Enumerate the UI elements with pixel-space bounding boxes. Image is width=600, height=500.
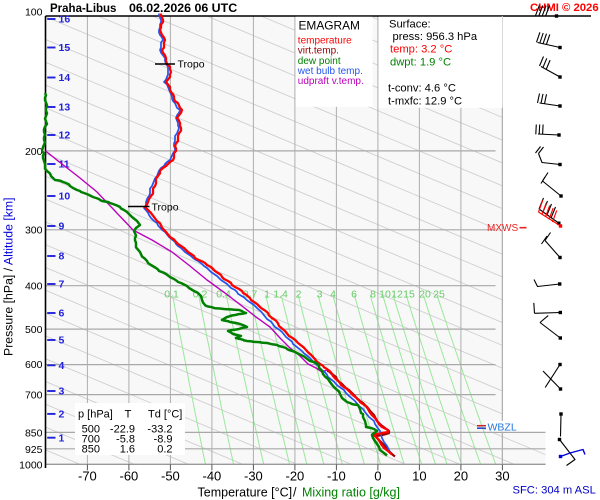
svg-text:p [hPa]: p [hPa] xyxy=(78,409,113,421)
svg-text:Pressure [hPa] / Altitude [k: Pressure [hPa] / Altitude [km] xyxy=(2,197,16,356)
svg-text:-60: -60 xyxy=(120,469,139,484)
svg-text:Tropo: Tropo xyxy=(152,202,179,214)
svg-text:100: 100 xyxy=(25,7,43,19)
svg-text:20: 20 xyxy=(419,289,431,301)
svg-text:300: 300 xyxy=(25,225,43,237)
svg-text:-33.2: -33.2 xyxy=(147,423,172,435)
svg-text:/: / xyxy=(293,486,297,500)
svg-text:1: 1 xyxy=(59,432,65,444)
svg-text:3: 3 xyxy=(59,386,65,398)
svg-text:700: 700 xyxy=(82,433,100,445)
svg-text:dwpt: 1.9 °C: dwpt: 1.9 °C xyxy=(390,57,451,69)
svg-text:1.6: 1.6 xyxy=(120,443,135,455)
svg-text:-8.9: -8.9 xyxy=(154,433,173,445)
svg-text:Praha-Libus: Praha-Libus xyxy=(50,3,116,15)
svg-text:500: 500 xyxy=(25,324,43,336)
svg-text:4: 4 xyxy=(330,289,336,301)
svg-text:WBZL: WBZL xyxy=(488,422,517,434)
svg-text:-20: -20 xyxy=(286,469,305,484)
svg-text:dew point: dew point xyxy=(298,56,341,67)
svg-text:7: 7 xyxy=(59,279,65,291)
svg-text:3: 3 xyxy=(317,289,323,301)
svg-text:2: 2 xyxy=(296,289,302,301)
svg-text:20: 20 xyxy=(454,469,468,484)
svg-text:t-mxfc: 12.9 °C: t-mxfc: 12.9 °C xyxy=(388,95,462,107)
svg-text:temperature: temperature xyxy=(298,36,352,47)
svg-text:9: 9 xyxy=(59,221,65,233)
svg-text:925: 925 xyxy=(25,444,43,456)
svg-text:25: 25 xyxy=(433,289,445,301)
svg-text:Temperature [°C]: Temperature [°C] xyxy=(198,486,293,500)
svg-text:0.2: 0.2 xyxy=(157,443,172,455)
svg-text:13: 13 xyxy=(59,102,71,114)
svg-text:0.4: 0.4 xyxy=(216,289,231,301)
svg-text:t-conv: 4.6 °C: t-conv: 4.6 °C xyxy=(388,83,456,95)
svg-text:700: 700 xyxy=(25,390,43,402)
svg-text:Td [°C]: Td [°C] xyxy=(148,409,182,421)
svg-text:T: T xyxy=(125,409,132,421)
svg-text:-22.9: -22.9 xyxy=(110,423,135,435)
svg-text:8: 8 xyxy=(370,289,376,301)
svg-text:11: 11 xyxy=(59,159,70,171)
svg-text:4: 4 xyxy=(59,360,65,372)
svg-text:press: 956.3 hPa: press: 956.3 hPa xyxy=(393,31,478,43)
svg-text:wet bulb temp.: wet bulb temp. xyxy=(297,66,363,77)
svg-text:200: 200 xyxy=(25,146,43,158)
svg-text:10: 10 xyxy=(379,289,391,301)
svg-text:virt.temp.: virt.temp. xyxy=(298,46,339,57)
svg-text:1.4: 1.4 xyxy=(273,289,288,301)
svg-text:-70: -70 xyxy=(78,469,97,484)
svg-text:5: 5 xyxy=(59,335,65,347)
svg-text:-10: -10 xyxy=(327,469,346,484)
svg-text:850: 850 xyxy=(82,443,100,455)
svg-text:10: 10 xyxy=(59,191,71,203)
svg-text:1000: 1000 xyxy=(19,459,43,471)
svg-text:850: 850 xyxy=(25,427,43,439)
svg-text:1: 1 xyxy=(264,289,270,301)
svg-text:500: 500 xyxy=(82,423,100,435)
svg-text:12: 12 xyxy=(59,130,71,142)
svg-text:400: 400 xyxy=(25,281,43,293)
svg-text:SFC: 304 m ASL: SFC: 304 m ASL xyxy=(513,485,596,497)
svg-text:16: 16 xyxy=(59,14,71,26)
svg-text:30: 30 xyxy=(495,469,509,484)
svg-text:8: 8 xyxy=(59,251,65,263)
svg-text:12: 12 xyxy=(391,289,403,301)
svg-text:06.02.2026 06 UTC: 06.02.2026 06 UTC xyxy=(129,1,237,15)
svg-text:udpraft v.temp.: udpraft v.temp. xyxy=(298,76,364,87)
svg-text:0.1: 0.1 xyxy=(164,289,179,301)
svg-text:temp: 3.2 °C: temp: 3.2 °C xyxy=(390,43,452,55)
svg-text:0.7: 0.7 xyxy=(243,289,258,301)
svg-text:14: 14 xyxy=(59,72,71,84)
svg-text:600: 600 xyxy=(25,359,43,371)
svg-text:6: 6 xyxy=(59,308,65,320)
svg-text:EMAGRAM: EMAGRAM xyxy=(299,19,360,33)
svg-text:-30: -30 xyxy=(244,469,263,484)
svg-text:6: 6 xyxy=(351,289,357,301)
svg-text:-5.8: -5.8 xyxy=(116,433,135,445)
svg-text:2: 2 xyxy=(59,409,65,421)
svg-text:-50: -50 xyxy=(161,469,180,484)
svg-text:Mixing ratio [g/kg]: Mixing ratio [g/kg] xyxy=(302,486,400,500)
svg-text:MXWS: MXWS xyxy=(487,223,518,234)
svg-text:-40: -40 xyxy=(203,469,222,484)
svg-text:10: 10 xyxy=(412,469,426,484)
svg-text:Tropo: Tropo xyxy=(178,59,205,71)
svg-text:0: 0 xyxy=(374,469,381,484)
svg-text:Surface:: Surface: xyxy=(389,19,431,31)
svg-text:15: 15 xyxy=(59,42,71,54)
svg-text:15: 15 xyxy=(403,289,415,301)
